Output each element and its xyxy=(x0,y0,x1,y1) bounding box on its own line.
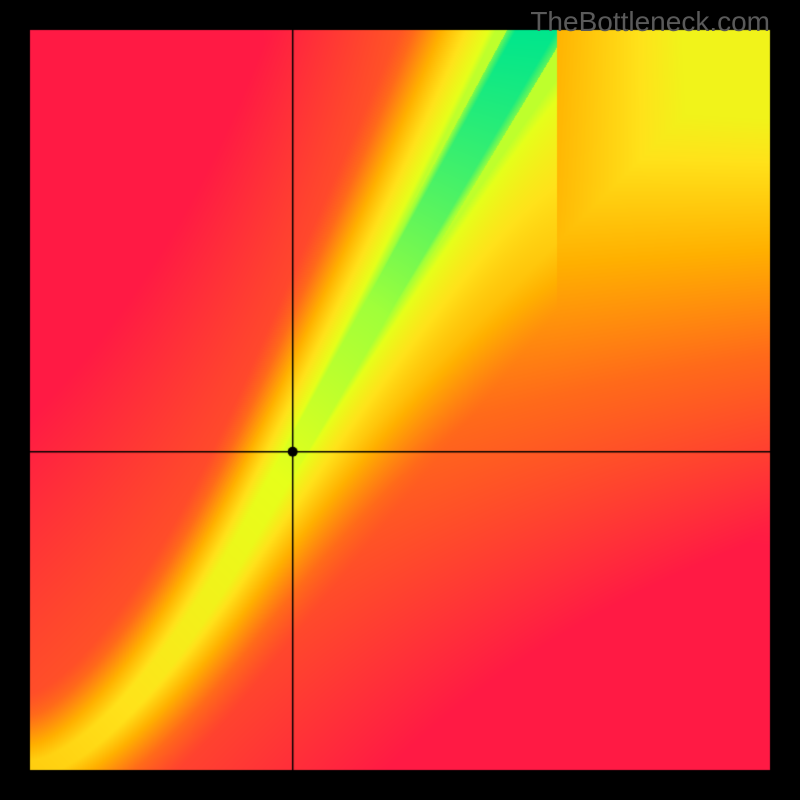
watermark-text: TheBottleneck.com xyxy=(530,6,770,38)
heatmap-canvas xyxy=(0,0,800,800)
chart-container: TheBottleneck.com xyxy=(0,0,800,800)
